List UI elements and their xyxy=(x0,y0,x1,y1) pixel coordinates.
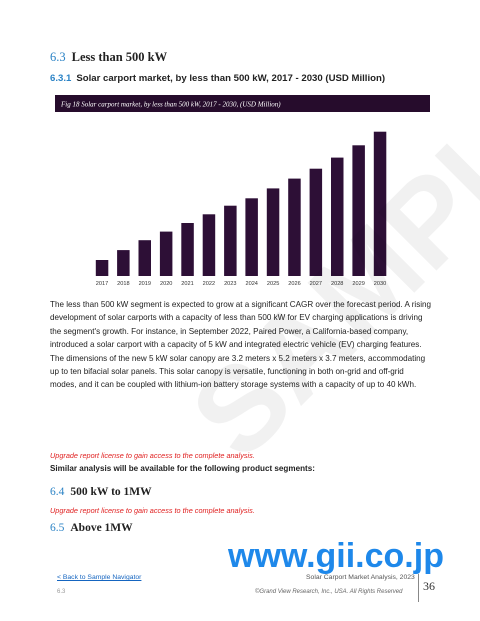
footer-report-title: Solar Carport Market Analysis, 2023 xyxy=(306,574,415,581)
x-tick-2029: 2029 xyxy=(352,281,364,287)
bar-2030 xyxy=(373,131,387,276)
footer-divider xyxy=(418,574,419,602)
x-tick-2022: 2022 xyxy=(203,281,215,287)
subsection-title: Solar carport market, by less than 500 k… xyxy=(76,73,386,84)
bar-2028 xyxy=(331,157,344,276)
section-title: Less than 500 kW xyxy=(71,50,168,64)
section-heading-6-5: 6.5 Above 1MW xyxy=(50,522,133,534)
section-number: 6.3 xyxy=(50,50,66,64)
chart-title: Fig 18 Solar carport market, by less tha… xyxy=(60,101,281,109)
bar-2027 xyxy=(309,168,323,276)
footer-section-number: 6.3 xyxy=(57,589,66,595)
body-text: The less than 500 kW segment is expected… xyxy=(50,298,432,392)
x-tick-2020: 2020 xyxy=(160,281,172,287)
chart-title-bar xyxy=(55,95,430,112)
bar-2019 xyxy=(138,240,151,276)
page-number: 36 xyxy=(423,579,435,593)
back-to-sample-navigator-link[interactable]: < Back to Sample Navigator xyxy=(57,574,142,581)
x-tick-2019: 2019 xyxy=(139,281,151,287)
bar-2018 xyxy=(117,250,130,276)
gii-url[interactable]: www.gii.co.jp xyxy=(228,537,444,575)
x-tick-2027: 2027 xyxy=(310,281,322,287)
x-tick-2026: 2026 xyxy=(288,281,300,287)
footer-copyright: ©Grand View Research, Inc., USA. All Rig… xyxy=(255,589,403,595)
bar-2021 xyxy=(181,223,194,276)
subsection-heading: 6.3.1 Solar carport market, by less than … xyxy=(50,73,385,84)
x-tick-2021: 2021 xyxy=(181,281,193,287)
chart-background xyxy=(55,95,430,290)
body-paragraph: The less than 500 kW segment is expected… xyxy=(50,300,432,390)
chart-svg: Fig 18 Solar carport market, by less tha… xyxy=(55,95,430,290)
x-tick-2024: 2024 xyxy=(245,281,257,287)
section-title-6-4: 500 kW to 1MW xyxy=(70,486,152,498)
bar-2020 xyxy=(159,231,173,276)
upgrade-link-2[interactable]: Upgrade report license to gain access to… xyxy=(50,506,255,515)
bar-2023 xyxy=(224,205,237,276)
section-number-6-5: 6.5 xyxy=(50,522,65,534)
bar-2017 xyxy=(95,260,109,276)
section-heading: 6.3 Less than 500 kW xyxy=(50,50,167,65)
section-heading-6-4: 6.4 500 kW to 1MW xyxy=(50,486,152,498)
bar-2024 xyxy=(245,198,258,276)
x-tick-2023: 2023 xyxy=(224,281,236,287)
bar-2025 xyxy=(266,188,280,276)
subsection-number: 6.3.1 xyxy=(50,73,72,84)
bar-2026 xyxy=(288,178,301,276)
x-tick-2018: 2018 xyxy=(117,281,129,287)
bar-2022 xyxy=(202,214,216,276)
x-tick-2028: 2028 xyxy=(331,281,343,287)
bar-2029 xyxy=(352,145,365,276)
section-title-6-5: Above 1MW xyxy=(70,522,133,534)
bar-chart: Fig 18 Solar carport market, by less tha… xyxy=(55,95,430,290)
x-tick-2017: 2017 xyxy=(96,281,108,287)
x-tick-2030: 2030 xyxy=(374,281,386,287)
upgrade-link-1[interactable]: Upgrade report license to gain access to… xyxy=(50,451,255,460)
section-number-6-4: 6.4 xyxy=(50,486,65,498)
bars-group xyxy=(95,131,387,276)
similar-analysis-text: Similar analysis will be available for t… xyxy=(50,464,315,473)
x-tick-labels: 2017 2018 2019 2020 2021 2022 2023 2024 2025 2026… xyxy=(96,281,386,287)
x-tick-2025: 2025 xyxy=(267,281,279,287)
